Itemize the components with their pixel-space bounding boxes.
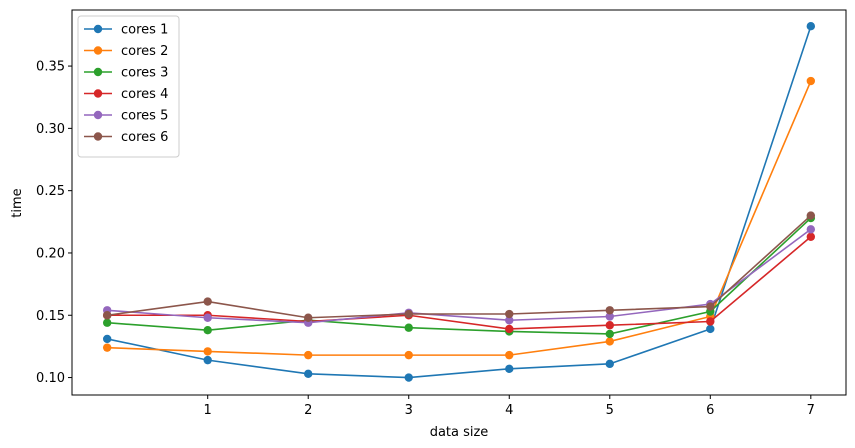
y-axis-label: time bbox=[10, 188, 25, 217]
y-tick-label: 0.25 bbox=[36, 184, 65, 199]
legend-item: cores 4 bbox=[84, 87, 168, 102]
data-point bbox=[605, 321, 614, 330]
data-point bbox=[203, 347, 212, 356]
data-point bbox=[102, 311, 112, 320]
legend-label: cores 5 bbox=[121, 109, 168, 124]
data-point bbox=[304, 313, 313, 322]
data-point bbox=[605, 312, 614, 321]
data-point bbox=[806, 211, 816, 220]
x-tick-label: 3 bbox=[405, 403, 413, 418]
data-point bbox=[505, 324, 514, 334]
y-tick-label: 0.35 bbox=[36, 60, 65, 75]
data-point bbox=[505, 316, 514, 325]
data-point bbox=[605, 329, 614, 339]
data-point bbox=[806, 76, 816, 86]
legend-label: cores 4 bbox=[121, 87, 168, 102]
x-tick-label: 7 bbox=[807, 403, 815, 418]
legend-label: cores 1 bbox=[121, 23, 168, 38]
legend-marker bbox=[93, 24, 103, 34]
series-layer bbox=[102, 21, 816, 382]
legend-marker bbox=[93, 89, 103, 98]
data-point bbox=[706, 324, 715, 334]
data-point bbox=[304, 350, 313, 360]
data-point bbox=[605, 306, 614, 315]
legend-marker bbox=[93, 132, 103, 141]
legend-item: cores 3 bbox=[84, 66, 168, 81]
data-point bbox=[404, 373, 413, 382]
data-point bbox=[203, 326, 212, 335]
data-point bbox=[404, 350, 413, 360]
legend-label: cores 6 bbox=[121, 130, 168, 145]
data-point bbox=[102, 318, 112, 327]
data-point bbox=[404, 309, 413, 319]
x-tick-label: 2 bbox=[304, 403, 312, 418]
data-point bbox=[706, 302, 715, 311]
series-1 bbox=[102, 21, 816, 382]
x-tick-label: 4 bbox=[505, 403, 513, 418]
series-line bbox=[107, 214, 812, 319]
legend-label: cores 2 bbox=[121, 44, 168, 59]
data-point bbox=[806, 225, 816, 234]
y-tick-label: 0.10 bbox=[36, 371, 65, 386]
x-tick-label: 5 bbox=[606, 403, 614, 418]
x-axis: 1 2 3 4 5 6 7 bbox=[204, 395, 815, 418]
series-6 bbox=[102, 211, 816, 322]
series-line bbox=[107, 217, 812, 335]
data-point bbox=[806, 232, 816, 241]
data-point bbox=[605, 359, 614, 369]
y-tick-label: 0.30 bbox=[36, 122, 65, 137]
legend-item: cores 2 bbox=[84, 44, 168, 59]
y-tick-label: 0.15 bbox=[36, 309, 65, 324]
data-point bbox=[505, 309, 514, 319]
legend-marker bbox=[93, 46, 103, 55]
y-tick-label: 0.20 bbox=[36, 246, 65, 261]
data-point bbox=[605, 337, 614, 346]
data-point bbox=[203, 297, 212, 306]
plot-area bbox=[71, 9, 847, 396]
series-line bbox=[107, 25, 812, 379]
data-point bbox=[404, 323, 413, 332]
legend-item: cores 1 bbox=[84, 23, 168, 38]
legend: cores 1 cores 2 cores 3 cores 4 cores 5 cores… bbox=[77, 15, 180, 158]
data-point bbox=[102, 343, 112, 352]
series-line bbox=[107, 236, 812, 330]
x-tick-label: 6 bbox=[706, 403, 714, 418]
data-point bbox=[304, 369, 313, 379]
data-point bbox=[806, 21, 816, 31]
legend-marker bbox=[93, 110, 103, 120]
legend-marker bbox=[93, 67, 103, 77]
x-axis-label: data size bbox=[430, 425, 489, 440]
data-point bbox=[102, 334, 112, 344]
data-point bbox=[706, 317, 715, 326]
data-point bbox=[505, 350, 514, 360]
x-tick-label: 1 bbox=[204, 403, 212, 418]
y-axis: 0.10 0.15 0.20 0.25 0.30 0.35 bbox=[36, 60, 72, 386]
legend-item: cores 6 bbox=[84, 130, 168, 145]
legend-item: cores 5 bbox=[84, 109, 168, 124]
data-point bbox=[505, 364, 514, 374]
data-point bbox=[203, 313, 212, 322]
series-line bbox=[107, 80, 812, 356]
legend-label: cores 3 bbox=[121, 66, 168, 81]
series-line bbox=[107, 228, 812, 324]
data-point bbox=[203, 355, 212, 365]
